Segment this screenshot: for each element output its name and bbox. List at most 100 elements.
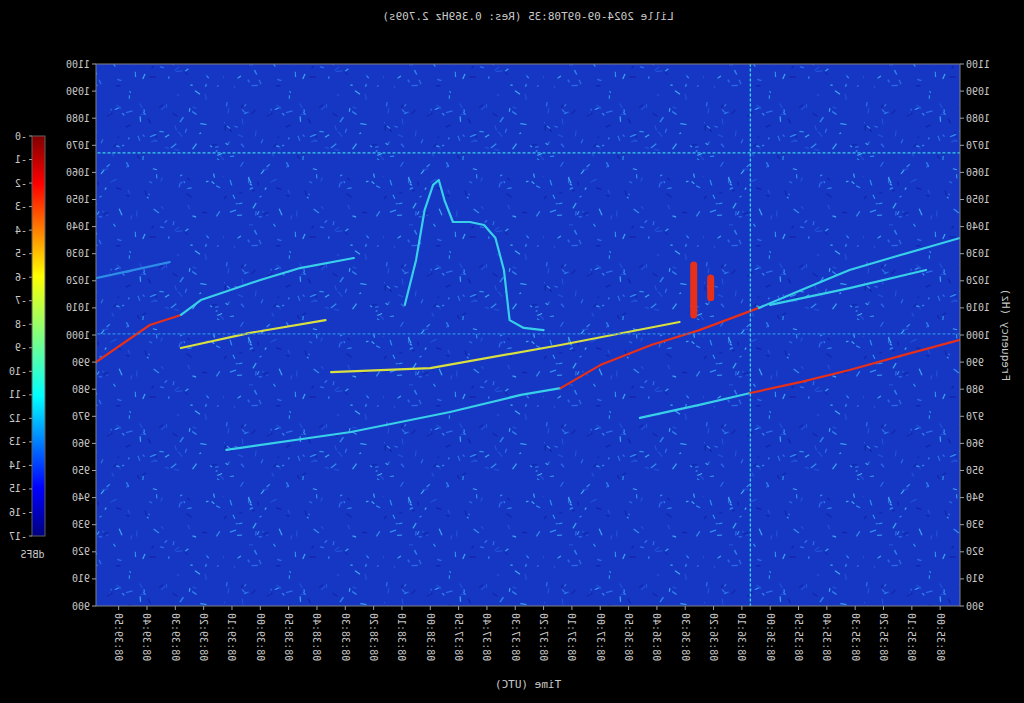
x-tick-label: 08:36:20 <box>708 613 719 661</box>
colorbar-tick <box>29 371 32 372</box>
y-tick-label: 970 <box>72 411 90 422</box>
colorbar-tick-label: -11 <box>9 389 27 400</box>
y-tick-label: 920 <box>966 546 984 557</box>
y-tick-label: 910 <box>72 573 90 584</box>
y-tick-label: 920 <box>72 546 90 557</box>
y-tick <box>960 362 964 363</box>
x-tick-label: 08:36:40 <box>651 613 662 661</box>
x-tick-label: 08:35:10 <box>906 613 917 661</box>
y-tick <box>92 551 96 552</box>
x-tick <box>316 606 317 610</box>
x-tick-label: 08:39:00 <box>255 613 266 661</box>
y-tick-label: 1080 <box>66 113 90 124</box>
y-tick-label: 1040 <box>966 221 990 232</box>
colorbar-tick <box>29 512 32 513</box>
x-tick <box>883 606 884 610</box>
x-tick-label: 08:35:40 <box>821 613 832 661</box>
x-tick-label: 08:35:50 <box>793 613 804 661</box>
colorbar-tick-label: -5 <box>15 248 27 259</box>
x-tick-label: 08:35:00 <box>935 613 946 661</box>
signal-trace <box>331 322 679 372</box>
data-group <box>96 64 960 606</box>
y-tick-label: 1100 <box>66 59 90 70</box>
x-tick-label: 08:38:50 <box>283 613 294 661</box>
x-tick <box>458 606 459 610</box>
y-tick-label: 900 <box>966 601 984 612</box>
x-tick-label: 08:38:10 <box>396 613 407 661</box>
x-tick <box>146 606 147 610</box>
y-tick-label: 940 <box>72 492 90 503</box>
signal-trace <box>96 315 181 362</box>
signal-trace <box>96 333 960 334</box>
y-tick-label: 1050 <box>66 194 90 205</box>
y-tick-label: 1020 <box>966 275 990 286</box>
y-tick-label: 990 <box>966 357 984 368</box>
x-tick <box>600 606 601 610</box>
x-tick-label: 08:37:10 <box>566 613 577 661</box>
colorbar-tick <box>29 300 32 301</box>
signal-trace <box>750 64 751 606</box>
x-tick <box>345 606 346 610</box>
colorbar-tick-label: -10 <box>9 366 27 377</box>
colorbar-tick <box>29 441 32 442</box>
x-tick <box>741 606 742 610</box>
y-tick-label: 1000 <box>66 330 90 341</box>
y-tick-label: 940 <box>966 492 984 503</box>
y-tick <box>92 443 96 444</box>
y-tick <box>960 199 964 200</box>
y-tick-label: 1030 <box>66 248 90 259</box>
y-tick <box>92 335 96 336</box>
colorbar-tick-label: -2 <box>15 178 27 189</box>
y-tick <box>960 606 964 607</box>
y-tick-label: 1080 <box>966 113 990 124</box>
y-tick <box>960 253 964 254</box>
y-tick <box>92 497 96 498</box>
y-axis-label: Frequency (Hz) <box>999 289 1012 382</box>
y-tick-label: 1060 <box>66 167 90 178</box>
colorbar-tick <box>29 394 32 395</box>
x-tick-label: 08:37:20 <box>538 613 549 661</box>
y-tick-label: 930 <box>966 519 984 530</box>
y-tick <box>960 280 964 281</box>
signal-trace <box>96 152 960 153</box>
y-tick <box>960 443 964 444</box>
y-tick <box>960 389 964 390</box>
x-tick <box>260 606 261 610</box>
colorbar-tick <box>29 418 32 419</box>
y-tick <box>92 172 96 173</box>
burst-trace <box>707 278 714 298</box>
y-tick <box>92 253 96 254</box>
x-tick-label: 08:38:20 <box>368 613 379 661</box>
burst-trace <box>690 265 697 315</box>
colorbar-tick-label: -15 <box>9 483 27 494</box>
x-tick <box>628 606 629 610</box>
colorbar-tick <box>29 536 32 537</box>
y-tick <box>92 606 96 607</box>
y-tick <box>960 226 964 227</box>
y-tick-label: 1040 <box>66 221 90 232</box>
y-tick-label: 930 <box>72 519 90 530</box>
x-tick-label: 08:37:00 <box>595 613 606 661</box>
x-tick-label: 08:39:40 <box>141 613 152 661</box>
x-tick-label: 08:36:00 <box>765 613 776 661</box>
y-tick-label: 960 <box>72 438 90 449</box>
colorbar-tick-label: -13 <box>9 436 27 447</box>
y-tick-label: 970 <box>966 411 984 422</box>
x-tick-label: 08:36:50 <box>623 613 634 661</box>
y-tick <box>960 416 964 417</box>
y-tick <box>960 172 964 173</box>
x-tick <box>826 606 827 610</box>
signal-trace <box>226 388 560 450</box>
plot-frame <box>96 64 960 606</box>
x-tick <box>175 606 176 610</box>
signal-trace <box>405 180 544 330</box>
colorbar-tick-label: -1 <box>15 154 27 165</box>
x-tick <box>118 606 119 610</box>
colorbar-tick-label: -6 <box>15 272 27 283</box>
colorbar-tick <box>29 347 32 348</box>
y-tick-label: 1010 <box>66 302 90 313</box>
x-tick <box>713 606 714 610</box>
colorbar-tick <box>29 488 32 489</box>
colorbar-tick <box>29 183 32 184</box>
y-tick-label: 1070 <box>966 140 990 151</box>
